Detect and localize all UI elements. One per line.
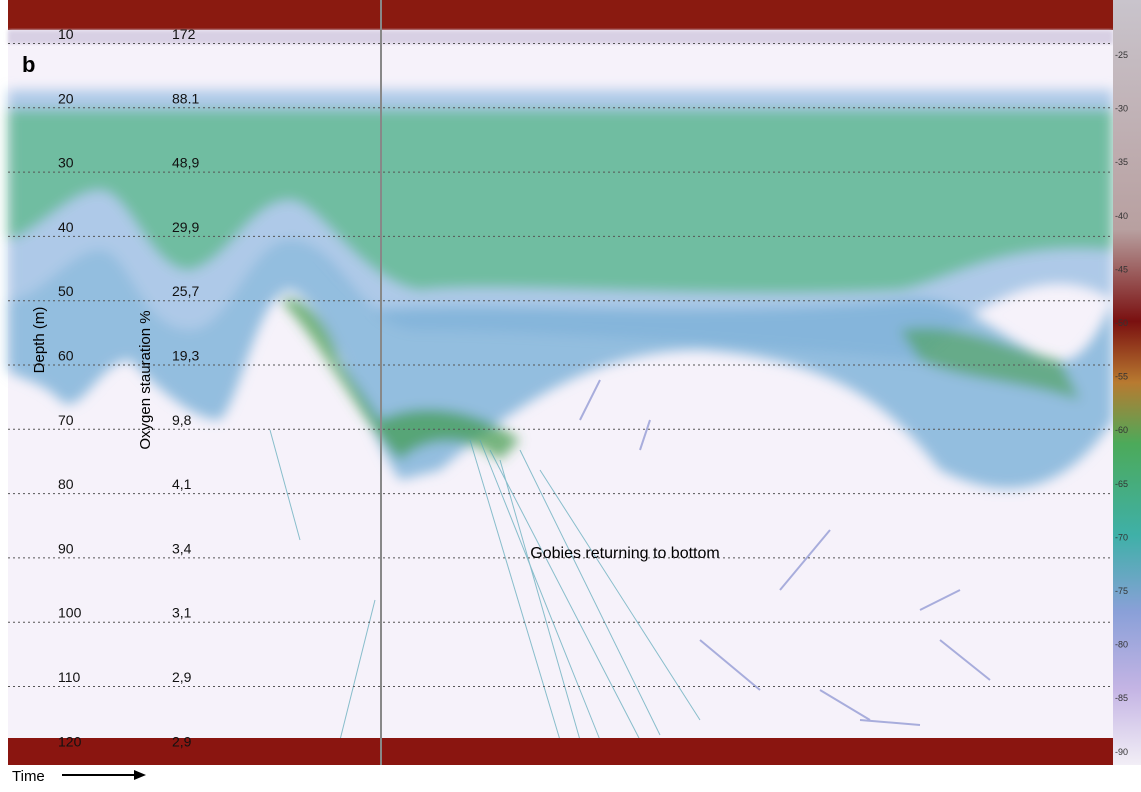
depth-axis-label: Depth (m) [31, 307, 48, 374]
depth-label: 80 [58, 476, 74, 492]
depth-label: 30 [58, 155, 74, 171]
oxygen-label: 2,9 [172, 733, 192, 749]
depth-label: 60 [58, 348, 74, 364]
oxygen-label: 29,9 [172, 219, 199, 235]
depth-label: 100 [58, 605, 82, 621]
depth-label: 90 [58, 540, 74, 556]
depth-label: 120 [58, 733, 82, 749]
oxygen-label: 25,7 [172, 283, 199, 299]
oxygen-label: 3,1 [172, 605, 192, 621]
scale-label: -55 [1115, 372, 1128, 382]
time-label: Time [12, 768, 45, 785]
scale-label: -40 [1115, 211, 1128, 221]
oxygen-label: 3,4 [172, 540, 192, 556]
scale-label: -60 [1115, 425, 1128, 435]
color-scale [1113, 0, 1141, 765]
depth-label: 50 [58, 283, 74, 299]
scale-label: -25 [1115, 50, 1128, 60]
oxygen-label: 172 [172, 26, 196, 42]
depth-label: 70 [58, 412, 74, 428]
scale-label: -35 [1115, 157, 1128, 167]
oxygen-label: 48,9 [172, 155, 199, 171]
scale-label: -80 [1115, 640, 1128, 650]
scale-label: -45 [1115, 264, 1128, 274]
oxygen-label: 88.1 [172, 90, 199, 106]
oxygen-label: 2,9 [172, 669, 192, 685]
oxygen-label: 19,3 [172, 348, 199, 364]
oxygen-axis-label: Oxygen stauration % [137, 310, 154, 449]
oxygen-label: 9,8 [172, 412, 192, 428]
scale-label: -30 [1115, 104, 1128, 114]
scale-label: -75 [1115, 586, 1128, 596]
scale-label: -65 [1115, 479, 1128, 489]
echogram-figure: 10 172 20 88.1 30 48,9 40 29,9 50 25,7 60 19,3 70 9,8… [0, 0, 1141, 787]
annotation: Gobies returning to bottom [530, 545, 719, 562]
panel-label: b [22, 52, 35, 77]
depth-label: 20 [58, 90, 74, 106]
scale-label: -90 [1115, 747, 1128, 757]
oxygen-label: 4,1 [172, 476, 192, 492]
depth-label: 10 [58, 26, 74, 42]
depth-label: 110 [58, 669, 81, 685]
time-arrowhead [134, 770, 146, 780]
scale-label: -70 [1115, 532, 1128, 542]
scale-label: -85 [1115, 693, 1128, 703]
scale-label: -50 [1115, 318, 1128, 328]
depth-label: 40 [58, 219, 74, 235]
